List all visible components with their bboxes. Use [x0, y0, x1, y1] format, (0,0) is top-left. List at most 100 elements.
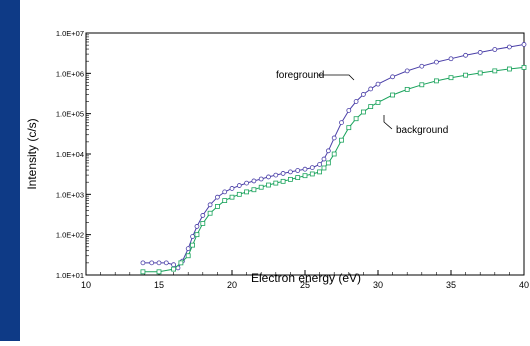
- data-point: [163, 260, 169, 266]
- data-point: [194, 224, 200, 229]
- data-point: [309, 165, 315, 171]
- y-tick-label: 1.0E+03: [56, 190, 84, 199]
- data-point: [295, 168, 301, 173]
- data-point: [171, 262, 177, 268]
- y-axis: 1.0E+01 1.0E+02 1.0E+03 1.0E+04 1.0E+05 1.0E+…: [56, 29, 91, 280]
- data-point: [266, 182, 271, 188]
- data-point: [375, 100, 381, 105]
- data-point: [331, 151, 337, 157]
- data-point: [302, 173, 308, 179]
- x-tick-label: 15: [154, 280, 164, 290]
- data-point: [339, 120, 344, 126]
- data-point: [266, 174, 271, 180]
- data-point: [171, 266, 177, 272]
- data-point: [258, 176, 264, 182]
- y-tick-label: 1.0E+05: [56, 110, 84, 119]
- data-point: [477, 70, 483, 76]
- x-axis-title: Electron energy (eV): [251, 271, 361, 285]
- annotation-foreground: foreground: [276, 70, 324, 81]
- y-axis-title: Intensity (c/s): [25, 118, 39, 189]
- x-tick-label: 20: [227, 280, 237, 290]
- data-point: [321, 156, 327, 162]
- data-point: [207, 202, 213, 208]
- data-point: [317, 162, 323, 167]
- data-point: [390, 92, 396, 98]
- data-point: [321, 165, 327, 171]
- annotation-background-leader: [383, 115, 393, 130]
- data-point: [273, 172, 279, 178]
- data-point: [463, 72, 469, 78]
- data-point: [506, 44, 512, 50]
- data-point: [404, 86, 410, 92]
- y-tick-label: 1.0E+04: [56, 150, 84, 159]
- x-tick-label: 40: [519, 280, 529, 290]
- data-point: [258, 184, 264, 190]
- annotation-background: background: [396, 125, 448, 136]
- y-tick-label: 1.0E+06: [56, 69, 84, 78]
- data-point: [194, 232, 200, 238]
- data-point: [185, 246, 191, 252]
- data-point: [156, 269, 162, 275]
- series-background: [140, 65, 527, 275]
- data-point: [295, 175, 301, 180]
- data-point: [325, 148, 331, 154]
- data-point: [273, 180, 279, 186]
- data-point: [360, 109, 366, 115]
- data-point: [229, 194, 235, 200]
- series-line: [142, 44, 525, 269]
- annotation-layer: foreground background: [276, 70, 448, 136]
- x-tick-label: 35: [446, 280, 456, 290]
- data-point: [353, 99, 359, 104]
- data-point: [317, 169, 323, 175]
- data-point: [244, 189, 250, 195]
- data-point: [236, 191, 242, 197]
- data-point: [222, 198, 228, 203]
- data-point: [404, 68, 410, 74]
- data-point: [251, 178, 257, 184]
- data-point: [477, 50, 483, 55]
- y-tick-label: 1.0E+07: [56, 29, 84, 38]
- x-tick-label: 25: [300, 280, 310, 290]
- data-point: [433, 78, 439, 84]
- data-point: [156, 260, 162, 266]
- data-point: [346, 108, 352, 113]
- data-point: [178, 260, 184, 266]
- data-point: [368, 86, 374, 92]
- x-tick-label: 30: [373, 280, 383, 290]
- data-point: [375, 81, 381, 87]
- data-point: [419, 82, 425, 88]
- data-point: [185, 253, 191, 259]
- series-layer: [140, 42, 527, 275]
- data-point: [287, 176, 293, 182]
- data-point: [207, 210, 213, 216]
- x-tick-label: 10: [81, 280, 91, 290]
- data-point: [492, 47, 498, 52]
- data-point: [353, 116, 359, 122]
- data-point: [448, 75, 454, 81]
- left-accent-bar: [0, 0, 20, 341]
- data-point: [339, 137, 344, 143]
- data-point: [433, 59, 439, 65]
- data-point: [149, 260, 155, 266]
- data-point: [360, 92, 366, 97]
- data-point: [390, 74, 396, 80]
- data-point: [463, 52, 469, 58]
- data-point: [325, 160, 331, 166]
- data-point: [140, 269, 146, 275]
- y-tick-label: 1.0E+01: [56, 271, 84, 280]
- data-point: [200, 221, 206, 226]
- data-point: [521, 65, 527, 70]
- data-point: [200, 213, 206, 218]
- series-line: [142, 66, 525, 273]
- data-point: [214, 204, 220, 209]
- data-point: [419, 63, 425, 69]
- data-point: [229, 186, 235, 191]
- data-point: [287, 169, 293, 175]
- data-point: [492, 68, 498, 74]
- data-point: [521, 42, 527, 47]
- data-point: [214, 194, 220, 200]
- data-point: [222, 189, 228, 195]
- data-point: [302, 166, 308, 172]
- data-point: [251, 187, 257, 193]
